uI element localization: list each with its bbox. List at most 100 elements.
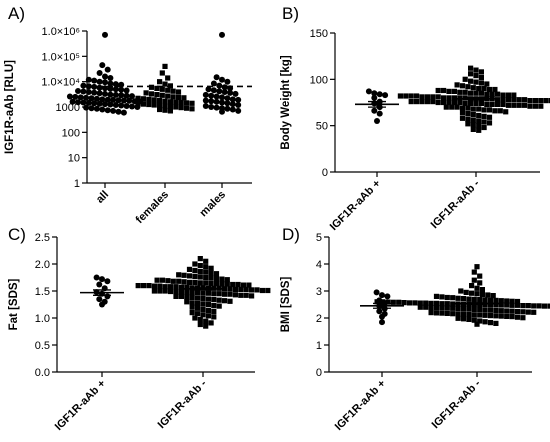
- data-point: [181, 272, 187, 278]
- data-point: [154, 277, 160, 283]
- data-point: [450, 311, 456, 317]
- data-point: [224, 78, 231, 85]
- data-point: [439, 310, 445, 316]
- data-point: [476, 106, 482, 112]
- data-point: [473, 90, 479, 96]
- data-point: [484, 101, 490, 107]
- data-point: [200, 306, 206, 312]
- data-point: [126, 97, 133, 104]
- y-tick-label: 5: [316, 232, 322, 244]
- data-point: [460, 306, 467, 312]
- data-point: [435, 99, 441, 106]
- data-point: [487, 297, 494, 303]
- data-point: [486, 114, 493, 120]
- data-point: [462, 76, 468, 82]
- data-point: [157, 97, 163, 104]
- data-point: [213, 276, 220, 282]
- data-point: [476, 112, 482, 119]
- data-point: [543, 98, 549, 104]
- data-point: [466, 311, 472, 318]
- x-tick-label: IGF1R-aAb +: [53, 378, 108, 433]
- data-point: [112, 102, 119, 108]
- y-tick-label: 1: [316, 340, 322, 352]
- data-point: [419, 99, 425, 105]
- data-point: [495, 97, 501, 103]
- data-point: [69, 98, 76, 105]
- data-point: [444, 305, 450, 311]
- data-point: [192, 279, 198, 285]
- data-point: [482, 312, 488, 318]
- series-1: [135, 63, 195, 114]
- data-point: [481, 86, 487, 92]
- data-point: [205, 296, 211, 302]
- y-tick-label: 1.0×10⁵: [41, 51, 80, 63]
- data-point: [99, 96, 106, 103]
- data-point: [459, 115, 466, 121]
- data-point: [107, 80, 114, 87]
- data-point: [135, 101, 141, 107]
- data-point: [430, 99, 436, 105]
- data-point: [110, 96, 117, 103]
- data-point: [481, 119, 487, 125]
- data-point: [96, 281, 103, 288]
- data-point: [96, 84, 103, 91]
- data-point: [471, 296, 477, 302]
- data-point: [235, 102, 242, 108]
- data-point: [408, 93, 414, 99]
- data-point: [473, 100, 479, 106]
- data-point: [205, 86, 212, 93]
- data-point: [154, 92, 160, 98]
- data-point: [118, 102, 125, 109]
- data-point: [265, 287, 271, 294]
- y-tick-label: 3: [316, 286, 322, 298]
- data-point: [91, 83, 98, 90]
- data-point: [135, 95, 141, 101]
- data-point: [481, 124, 487, 131]
- y-tick-label: 100: [62, 127, 80, 139]
- data-point: [459, 83, 466, 89]
- data-point: [118, 92, 125, 99]
- data-point: [498, 308, 504, 314]
- data-point: [460, 296, 467, 302]
- data-point: [80, 88, 87, 95]
- data-point: [189, 100, 195, 106]
- data-point: [219, 108, 225, 115]
- data-point: [195, 311, 201, 317]
- data-point: [532, 98, 538, 104]
- data-point: [516, 102, 522, 108]
- data-point: [224, 277, 230, 283]
- data-point: [203, 264, 209, 270]
- data-point: [509, 298, 515, 304]
- y-tick-label: 1.0: [35, 313, 50, 325]
- data-point: [474, 291, 480, 297]
- y-tick-label: 1.5: [35, 286, 50, 298]
- data-point: [466, 316, 472, 322]
- data-point: [477, 318, 483, 324]
- data-point: [433, 310, 440, 316]
- data-point: [473, 67, 479, 73]
- data-point: [123, 92, 130, 99]
- data-point: [208, 265, 214, 271]
- y-tick-label: 10: [68, 153, 80, 165]
- data-point: [197, 274, 203, 280]
- data-point: [173, 293, 179, 299]
- data-point: [474, 285, 480, 291]
- data-point: [159, 86, 165, 92]
- data-point: [449, 104, 455, 110]
- data-point: [208, 270, 214, 276]
- y-tick-label: 1.0×10⁴: [41, 77, 80, 89]
- data-point: [254, 287, 260, 293]
- data-point: [167, 103, 173, 110]
- data-point: [200, 290, 206, 296]
- data-point: [470, 111, 476, 118]
- data-point: [129, 93, 135, 100]
- data-point: [468, 65, 474, 71]
- data-point: [379, 292, 385, 299]
- data-point: [468, 100, 474, 106]
- data-point: [520, 309, 526, 315]
- series-0: [360, 289, 404, 326]
- data-point: [189, 285, 195, 291]
- data-point: [213, 74, 220, 81]
- data-point: [454, 82, 460, 88]
